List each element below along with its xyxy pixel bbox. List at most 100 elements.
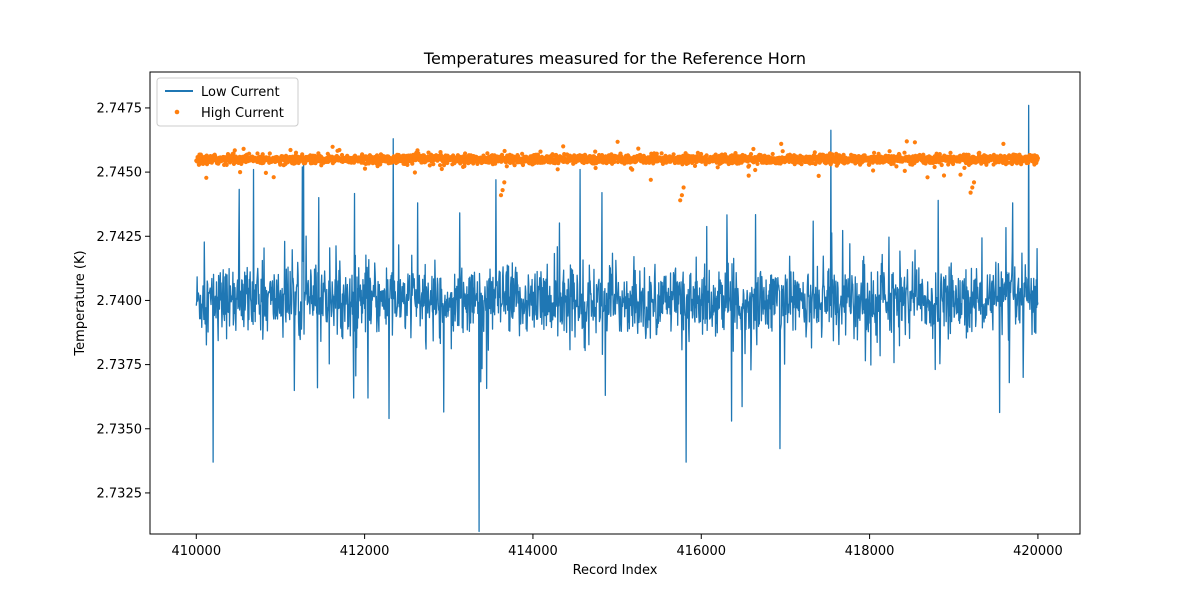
high-current-point <box>733 151 738 156</box>
high-current-point <box>690 160 695 165</box>
high-current-outlier-point <box>970 185 975 190</box>
high-current-outlier-point <box>500 188 505 193</box>
legend-entry-high-current: High Current <box>201 106 284 121</box>
x-tick-label: 418000 <box>845 544 895 559</box>
high-current-outlier-point <box>502 180 507 185</box>
high-current-outlier-point <box>681 185 686 190</box>
high-current-point <box>538 149 543 154</box>
high-current-point <box>520 151 525 156</box>
high-current-point <box>695 150 701 155</box>
high-current-point <box>902 150 907 155</box>
high-current-outlier-point <box>968 190 973 195</box>
high-current-point <box>293 150 299 155</box>
high-current-point <box>405 162 410 167</box>
high-current-outlier-point <box>958 172 963 177</box>
high-current-point <box>871 168 876 173</box>
high-current-point <box>753 167 758 173</box>
y-tick-label: 2.7425 <box>97 230 143 245</box>
x-tick-label: 420000 <box>1013 544 1063 559</box>
high-current-point <box>692 163 698 168</box>
high-current-point <box>984 162 989 167</box>
y-tick-label: 2.7350 <box>97 422 143 437</box>
high-current-point <box>671 152 676 157</box>
high-current-point <box>362 166 368 171</box>
high-current-point <box>948 150 953 155</box>
high-current-outlier-point <box>561 144 566 149</box>
high-current-point <box>260 152 265 157</box>
high-current-point <box>799 162 804 167</box>
high-current-point <box>932 164 937 170</box>
high-current-outlier-point <box>1001 141 1006 146</box>
chart-title: Temperatures measured for the Reference … <box>423 49 806 68</box>
legend-entry-low-current: Low Current <box>201 85 280 100</box>
high-current-point <box>412 170 417 175</box>
series-layer <box>194 104 1040 533</box>
high-current-point <box>704 153 709 158</box>
high-current-point <box>593 165 598 171</box>
high-current-point <box>439 166 444 172</box>
high-current-point <box>715 165 720 170</box>
high-current-point <box>748 152 754 157</box>
high-current-point <box>378 162 383 167</box>
high-current-point <box>902 168 907 173</box>
y-tick-label: 2.7475 <box>97 101 143 116</box>
series-scatter-high-current <box>194 139 1040 203</box>
y-tick-label: 2.7325 <box>97 486 143 501</box>
x-axis-label: Record Index <box>573 563 658 578</box>
high-current-point <box>780 149 785 154</box>
high-current-point <box>659 151 664 156</box>
high-current-point <box>925 175 930 180</box>
high-current-point <box>747 163 752 168</box>
high-current-point <box>699 151 704 157</box>
high-current-point <box>872 150 877 155</box>
y-axis: 2.7325 2.7350 2.7375 2.7400 2.7425 2.7450 2.74… <box>97 101 150 501</box>
high-current-outlier-point <box>678 198 683 203</box>
x-tick-label: 416000 <box>676 544 726 559</box>
high-current-point <box>504 164 509 169</box>
high-current-outlier-point <box>271 175 276 180</box>
y-tick-label: 2.7450 <box>97 166 143 181</box>
high-current-point <box>962 165 967 170</box>
high-current-point <box>555 167 560 172</box>
high-current-outlier-point <box>648 177 653 182</box>
x-tick-label: 412000 <box>340 544 390 559</box>
high-current-point <box>204 175 209 180</box>
high-current-point <box>887 149 892 154</box>
high-current-point <box>755 161 760 166</box>
high-current-point <box>912 140 918 145</box>
high-current-point <box>894 164 899 169</box>
high-current-point <box>813 161 818 167</box>
high-current-point <box>520 162 526 168</box>
high-current-outlier-point <box>679 193 685 198</box>
high-current-point <box>255 151 260 156</box>
high-current-point <box>502 148 507 154</box>
high-current-point <box>330 144 335 149</box>
high-current-point <box>934 151 939 156</box>
high-current-point <box>263 170 268 175</box>
high-current-point <box>1035 156 1040 161</box>
high-current-point <box>941 173 947 178</box>
high-current-point <box>232 148 237 153</box>
x-tick-label: 410000 <box>171 544 221 559</box>
high-current-outlier-point <box>751 146 756 152</box>
legend-dot-marker <box>174 109 180 115</box>
high-current-point <box>904 139 909 144</box>
high-current-point <box>288 147 293 153</box>
high-current-point <box>812 150 817 155</box>
high-current-point <box>438 163 443 168</box>
high-current-point <box>630 167 635 172</box>
high-current-point <box>939 162 944 168</box>
y-tick-label: 2.7375 <box>97 358 143 373</box>
high-current-outlier-point <box>971 180 977 185</box>
high-current-outlier-point <box>238 170 243 175</box>
high-current-point <box>612 159 617 164</box>
high-current-point <box>615 139 620 144</box>
high-current-point <box>1026 160 1031 165</box>
high-current-point <box>427 163 432 168</box>
high-current-point <box>247 151 252 156</box>
high-current-point <box>830 152 835 157</box>
y-tick-label: 2.7400 <box>97 294 143 309</box>
high-current-point <box>224 162 229 167</box>
high-current-point <box>816 173 821 178</box>
high-current-point <box>654 151 659 156</box>
